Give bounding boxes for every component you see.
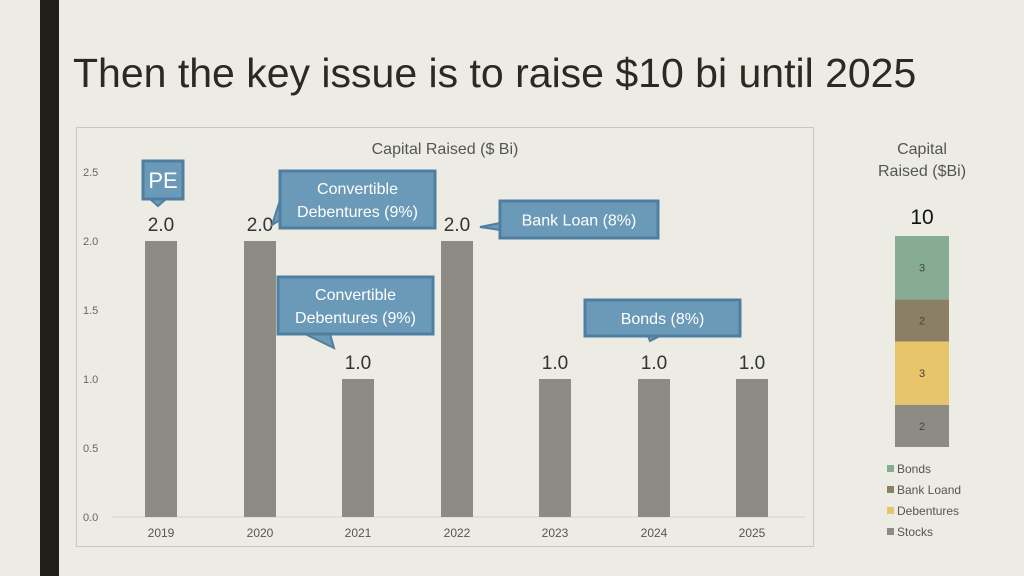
x-tick-label: 2020 [247,526,274,540]
callout-pointer [479,221,501,232]
y-tick-label: 1.0 [83,374,98,386]
stack-segment-bonds [895,236,949,300]
callout-text: Bonds (8%) [621,311,705,328]
callout-2021 [276,275,435,336]
x-tick-label: 2025 [739,526,766,540]
x-tick-label: 2022 [444,526,471,540]
stacked-title: Capital [897,141,947,158]
bar-2020 [244,241,276,517]
bar-2024 [638,379,670,517]
y-tick-label: 0.5 [83,443,98,455]
legend-label: Bank Loand [897,483,961,497]
data-label: 2.0 [148,215,174,236]
data-label: 2.0 [444,215,470,236]
data-label: 1.0 [345,353,371,374]
legend-swatch [887,486,894,493]
chart-frame [76,127,814,547]
segment-label: 2 [919,315,925,327]
callout-2019 [141,159,185,201]
sidebar-stripe [40,0,59,576]
callout-text: Bank Loan (8%) [522,212,637,229]
callout-text: Debentures (9%) [295,310,416,327]
stack-segment-stocks [895,404,949,447]
data-label: 1.0 [739,353,765,374]
legend-label: Bonds [897,462,931,476]
segment-label: 3 [919,368,925,380]
bar-2023 [539,379,571,517]
y-tick-label: 2.0 [83,236,98,248]
callout-text: PE [148,168,177,193]
legend-label: Debentures [897,504,959,518]
callout-text: Debentures (9%) [297,204,418,221]
legend-swatch [887,528,894,535]
slide-title: Then the key issue is to raise $10 bi un… [73,50,917,96]
x-tick-label: 2019 [148,526,175,540]
chart-title: Capital Raised ($ Bi) [372,141,519,158]
data-label: 2.0 [247,215,273,236]
y-tick-label: 1.5 [83,305,98,317]
legend-label: Stocks [897,525,933,539]
callout-2020 [278,169,437,230]
callout-text: Convertible [317,181,398,198]
data-label: 1.0 [542,353,568,374]
y-tick-label: 2.5 [83,167,98,179]
data-label: 1.0 [641,353,667,374]
legend-swatch [887,507,894,514]
stacked-total: 10 [910,206,933,229]
callout-text: Convertible [315,287,396,304]
legend-swatch [887,465,894,472]
stacked-title: Raised ($Bi) [878,163,966,180]
callout-pointer [304,333,336,350]
x-tick-label: 2024 [641,526,668,540]
bar-2021 [342,379,374,517]
callout-2024 [583,298,742,338]
bar-2025 [736,379,768,517]
segment-label: 3 [919,263,925,275]
x-tick-label: 2023 [542,526,569,540]
x-tick-label: 2021 [345,526,372,540]
stack-segment-bank-loand [895,299,949,342]
bar-2019 [145,241,177,517]
segment-label: 2 [919,421,925,433]
bar-2022 [441,241,473,517]
y-tick-label: 0.0 [83,512,98,524]
stack-segment-debentures [895,341,949,405]
callout-2022 [498,199,660,240]
